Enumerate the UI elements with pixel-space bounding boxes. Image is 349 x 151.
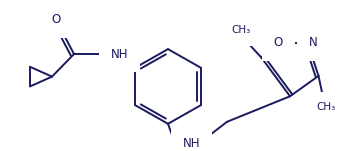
Text: NH: NH: [183, 137, 200, 150]
Text: N: N: [309, 36, 318, 50]
Text: O: O: [51, 13, 61, 26]
Text: O: O: [274, 36, 283, 50]
Text: NH: NH: [111, 48, 128, 61]
Text: CH₃: CH₃: [316, 102, 335, 112]
Text: CH₃: CH₃: [232, 25, 251, 35]
